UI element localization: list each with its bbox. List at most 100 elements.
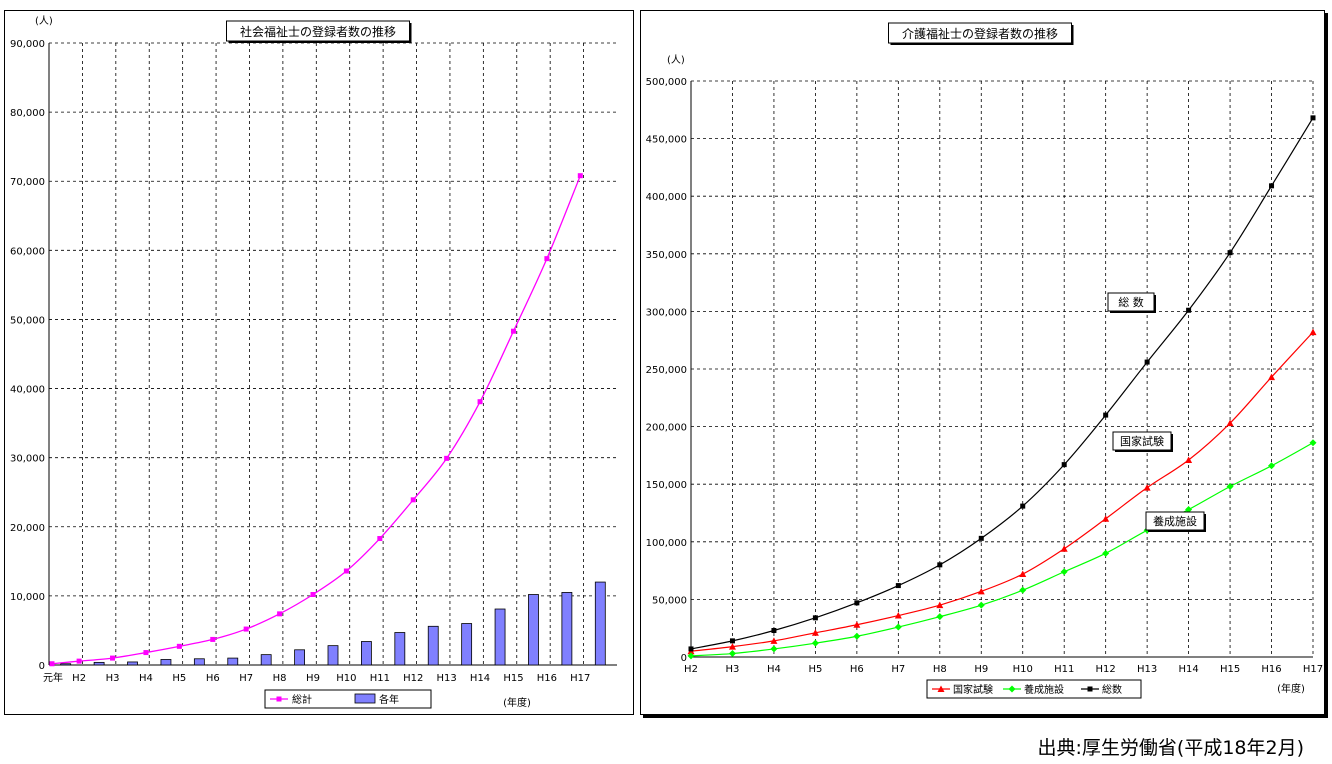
point-総計	[410, 497, 416, 503]
x-tick-label: H9	[306, 673, 320, 684]
y-tick-label: 0	[681, 653, 687, 664]
point-総計	[210, 636, 216, 642]
point-総数	[1103, 412, 1109, 418]
x-tick-label: H8	[933, 664, 947, 675]
legend	[264, 689, 432, 709]
chart-title-box	[226, 20, 410, 42]
bar-各年	[93, 661, 105, 666]
point-総計	[277, 611, 283, 617]
x-tick-label: H2	[684, 664, 698, 675]
right-chart-panel: 0 50,000 100,000 150,000 200,000 250,000 300,0…	[640, 10, 1325, 715]
annotation-国家試験: 国家試験	[1120, 434, 1164, 448]
point-総計	[176, 643, 182, 649]
y-tick-label: 500,000	[646, 77, 687, 88]
x-tick-label: H13	[437, 673, 457, 684]
point-国家試験	[811, 629, 819, 636]
legend-marker-総計	[276, 696, 282, 702]
point-総計	[243, 626, 249, 632]
bar-各年	[361, 641, 372, 666]
y-tick-label: 70,000	[10, 177, 45, 188]
bar-各年	[561, 592, 573, 666]
x-tick-label: H12	[1096, 664, 1116, 675]
line-国家試験	[690, 331, 1314, 652]
point-総計	[444, 455, 450, 461]
point-総計	[510, 328, 516, 334]
point-国家試験	[770, 637, 778, 644]
point-総計	[110, 655, 116, 661]
point-総数	[1310, 115, 1316, 121]
point-総数	[729, 638, 735, 644]
point-養成施設	[770, 645, 778, 653]
point-総数	[854, 600, 860, 606]
x-tick-label: H7	[239, 673, 253, 684]
legend-label-総計: 総計	[292, 693, 312, 706]
legend-label-国家試験: 国家試験	[953, 683, 993, 696]
point-総計	[76, 658, 82, 664]
point-総数	[1227, 250, 1233, 256]
line-養成施設	[690, 442, 1314, 657]
x-tick-label: H14	[470, 673, 490, 684]
point-総数	[978, 535, 984, 541]
x-tick-label: H2	[72, 673, 86, 684]
bar-各年	[227, 657, 239, 666]
point-総数	[937, 562, 943, 568]
y-tick-label: 10,000	[10, 592, 45, 603]
left-chart-panel: 0 10,000 20,000 30,000 40,000 50,000 60,000 70,…	[4, 10, 634, 715]
bar-各年	[294, 649, 305, 666]
x-tick-label: H7	[891, 664, 905, 675]
x-tick-label: H11	[1054, 664, 1074, 675]
point-国家試験	[853, 621, 861, 628]
point-国家試験	[1185, 456, 1193, 464]
chart-title: 社会福祉士の登録者数の推移	[240, 24, 396, 39]
x-tick-label: H17	[570, 673, 590, 684]
annotation-総数: 総 数	[1118, 295, 1144, 309]
bar-各年	[60, 663, 72, 666]
x-tick-label: H8	[273, 673, 287, 684]
x-tick-label: H6	[850, 664, 864, 675]
x-tick-label: H17	[1303, 664, 1323, 675]
annotation-養成施設: 養成施設	[1153, 514, 1197, 528]
x-tick-label: H10	[1013, 664, 1033, 675]
point-総数	[812, 615, 818, 621]
x-unit-label: (年度)	[503, 696, 531, 709]
point-総数	[688, 646, 694, 652]
x-tick-label: H11	[370, 673, 390, 684]
legend-marker-総数	[1087, 686, 1093, 692]
point-総計	[377, 536, 383, 542]
y-tick-label: 30,000	[10, 454, 45, 465]
point-総数	[895, 583, 901, 589]
x-tick-label: H15	[1220, 664, 1240, 675]
line-総計	[51, 175, 581, 665]
y-tick-label: 300,000	[646, 307, 687, 318]
point-養成施設	[936, 613, 944, 621]
point-国家試験	[1019, 570, 1027, 578]
point-養成施設	[1309, 439, 1317, 447]
y-tick-label: 200,000	[646, 423, 687, 434]
point-総計	[544, 256, 550, 262]
bar-各年	[461, 623, 473, 666]
legend-marker-国家試験	[937, 685, 945, 692]
x-tick-label: H4	[139, 673, 153, 684]
point-国家試験	[1143, 484, 1151, 491]
x-tick-label: 元年	[43, 671, 63, 684]
x-tick-label: H5	[808, 664, 822, 675]
legend-swatch-各年	[354, 693, 376, 704]
line-総数	[690, 117, 1314, 650]
x-tick-label: H3	[106, 673, 120, 684]
y-tick-label: 20,000	[10, 523, 45, 534]
bar-各年	[494, 608, 506, 666]
care-worker-chart: 0 50,000 100,000 150,000 200,000 250,000 300,0…	[646, 22, 1323, 699]
bar-各年	[394, 632, 406, 666]
bar-各年	[427, 625, 439, 666]
point-養成施設	[811, 639, 819, 647]
annotation-総数-box	[1107, 292, 1155, 312]
point-総数	[1144, 359, 1150, 365]
x-tick-label: H9	[974, 664, 988, 675]
y-tick-label: 50,000	[652, 595, 687, 606]
point-養成施設	[894, 623, 902, 631]
point-総計	[143, 650, 149, 656]
chart-title-box	[888, 22, 1072, 44]
bar-各年	[127, 661, 138, 666]
y-tick-label: 60,000	[10, 246, 45, 257]
legend-label-各年: 各年	[379, 693, 399, 706]
